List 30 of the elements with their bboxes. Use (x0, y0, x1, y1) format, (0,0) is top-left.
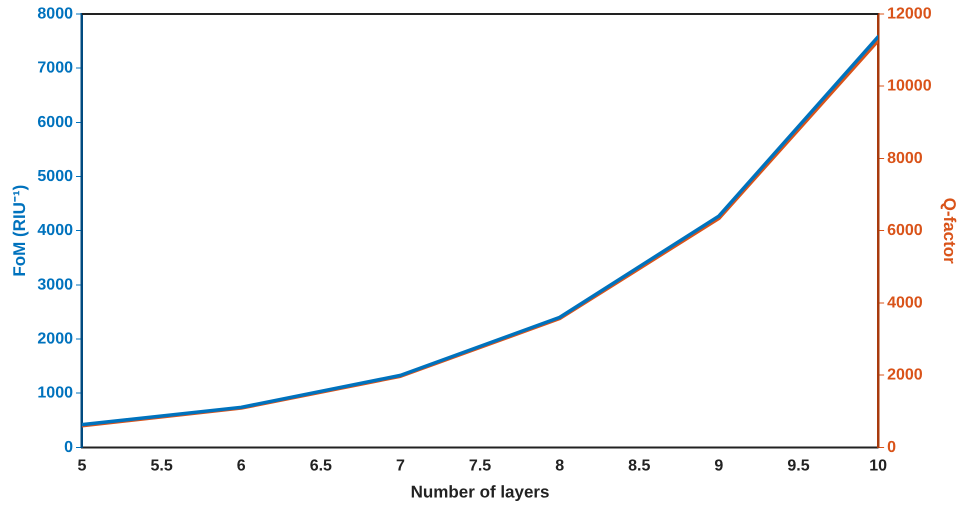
y-tick-label: 6000 (37, 114, 74, 131)
y2-tick-label: 2000 (887, 366, 923, 384)
y2-tick-label: 4000 (887, 294, 923, 312)
y-tick-label: 3000 (37, 276, 74, 294)
x-tick-label: 8.5 (628, 457, 650, 474)
y2-tick-label: 0 (887, 438, 896, 456)
x-tick-label: 9.5 (787, 457, 810, 474)
x-tick-label: 8 (555, 457, 564, 474)
y-tick-label: 2000 (37, 330, 74, 348)
x-tick-label: 10 (869, 457, 888, 474)
x-tick-label: 6 (236, 457, 246, 474)
y2-axis-title: Q-factor (940, 198, 960, 264)
x-tick-label: 7 (396, 457, 405, 474)
x-tick-label: 7.5 (468, 457, 492, 474)
y-tick-label: 4000 (37, 222, 74, 240)
y-tick-label: 8000 (37, 5, 74, 22)
y-axis-title: FoM (RIU⁻¹) (10, 184, 29, 277)
y2-tick-label: 10000 (887, 78, 932, 95)
x-tick-label: 9 (714, 457, 724, 474)
y-tick-label: 0 (64, 438, 74, 456)
y-tick-label: 7000 (37, 60, 74, 77)
x-tick-label: 5 (78, 457, 87, 474)
x-tick-label: 5.5 (150, 457, 173, 474)
x-tick-label: 6.5 (310, 457, 332, 474)
y-tick-label: 5000 (37, 168, 74, 185)
y2-tick-label: 8000 (887, 150, 923, 167)
y-tick-label: 1000 (37, 384, 74, 402)
x-axis-title: Number of layers (410, 482, 550, 502)
y2-tick-label: 6000 (887, 222, 923, 240)
y2-tick-label: 12000 (887, 5, 932, 22)
